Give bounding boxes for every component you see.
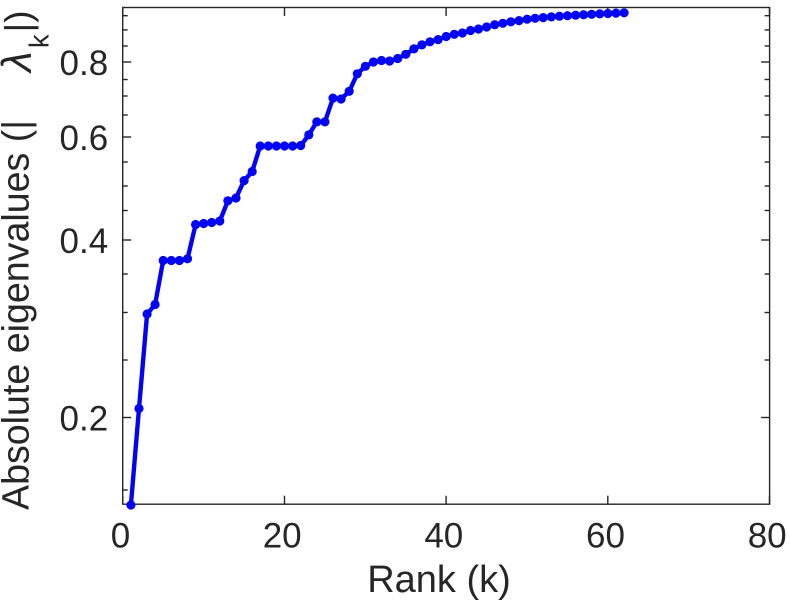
svg-text:Rank (k): Rank (k) (367, 559, 511, 600)
svg-text:0.8: 0.8 (60, 44, 109, 83)
svg-text:40: 40 (424, 517, 463, 556)
svg-text:0.4: 0.4 (60, 222, 109, 261)
svg-text:80: 80 (748, 517, 787, 556)
svg-text:Absolute eigenvalues (|: Absolute eigenvalues (| (0, 120, 37, 510)
svg-text:0: 0 (111, 517, 130, 556)
svg-text:20: 20 (263, 517, 302, 556)
svg-text:0.6: 0.6 (60, 119, 109, 158)
svg-text:0.2: 0.2 (60, 399, 109, 438)
svg-text:60: 60 (586, 517, 625, 556)
